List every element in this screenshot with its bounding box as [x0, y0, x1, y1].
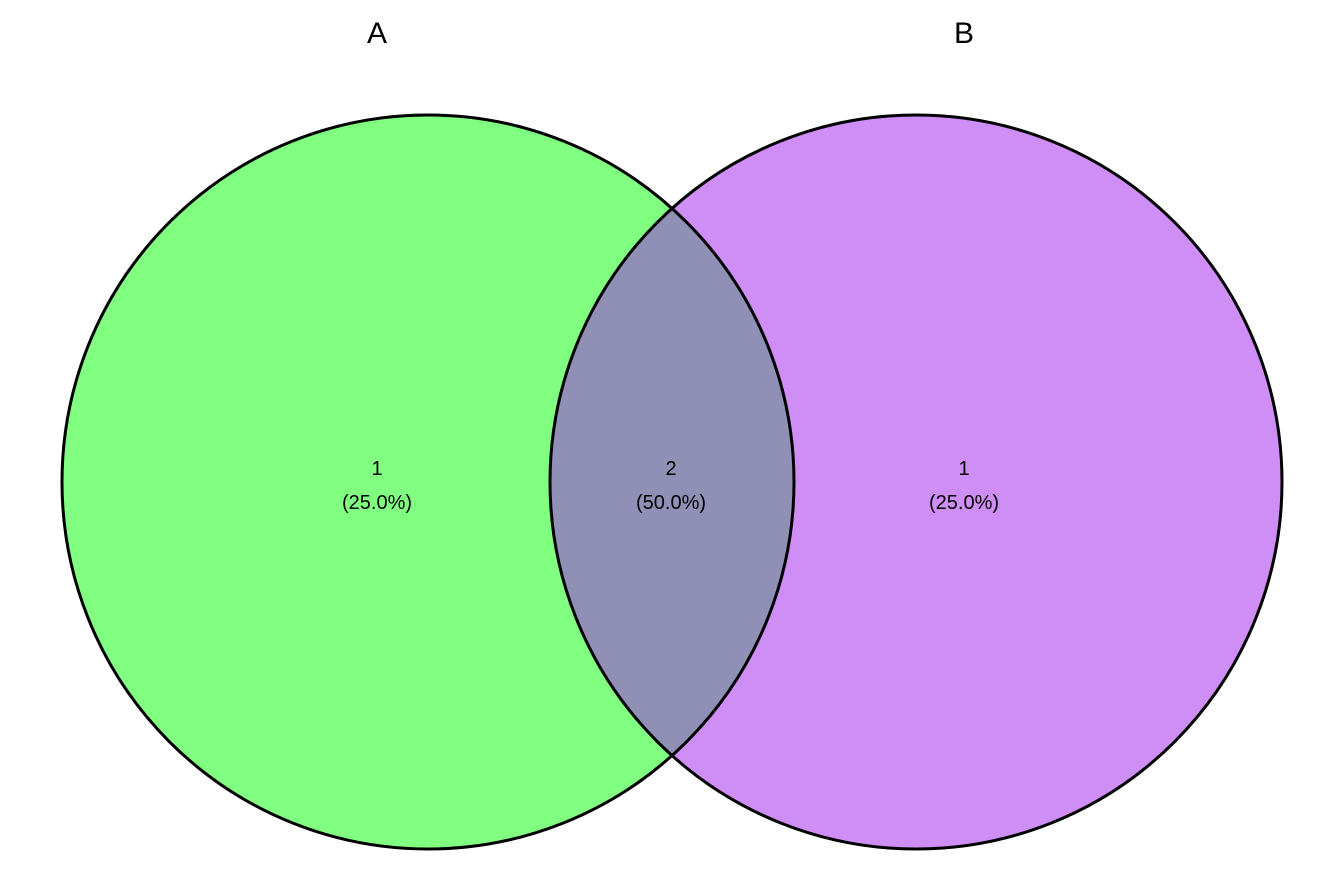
set-b-outline	[548, 113, 1284, 851]
b-only-percent: (25.0%)	[929, 492, 999, 514]
a-only-count: 1	[371, 458, 382, 480]
a-and-b-percent: (50.0%)	[636, 492, 706, 514]
set-a-outline	[60, 113, 796, 851]
a-and-b-count: 2	[665, 458, 676, 480]
intersection-region	[550, 115, 794, 849]
set-a-label: A	[367, 17, 387, 50]
set-b-label: B	[954, 17, 974, 50]
a-only-percent: (25.0%)	[342, 492, 412, 514]
b-only-count: 1	[958, 458, 969, 480]
